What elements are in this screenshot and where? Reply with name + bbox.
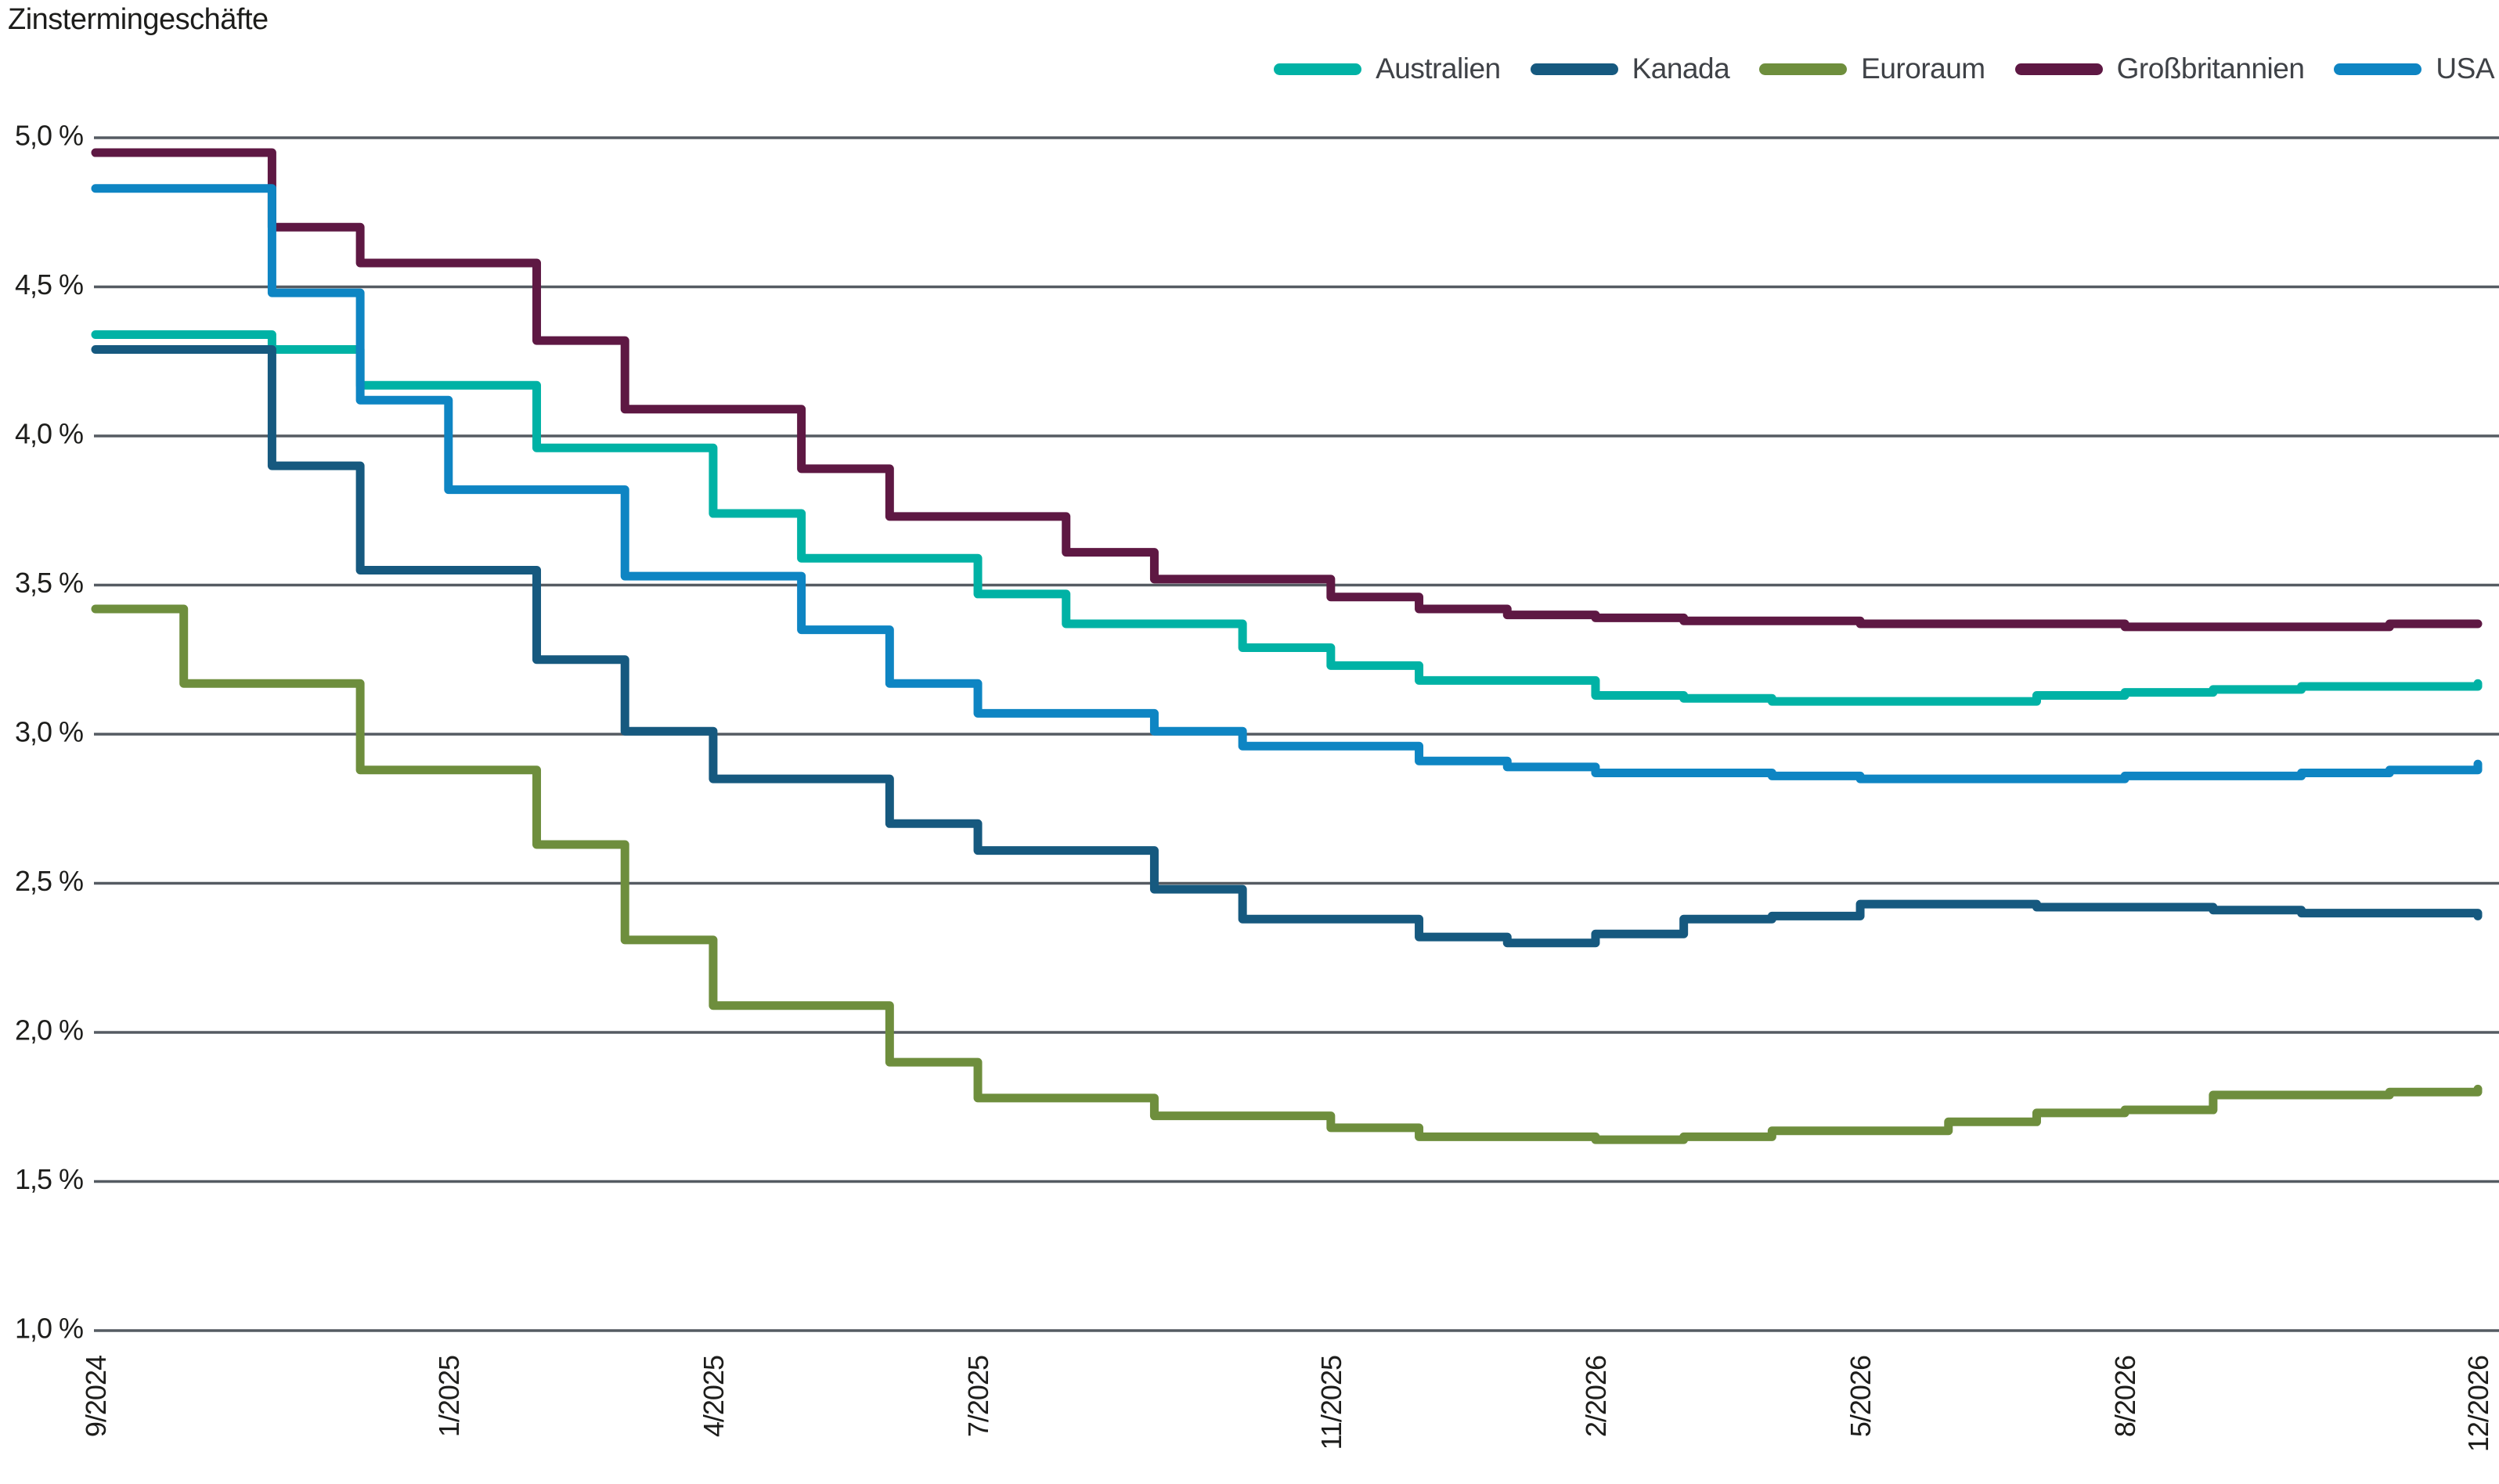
- legend-swatch-icon: [2334, 63, 2422, 75]
- series-line-USA: [91, 184, 2483, 783]
- x-axis-labels: 9/2024 1/2025 4/2025 7/2025 11/2025 2/2026 5/2…: [80, 1356, 2494, 1452]
- legend-item-Großbritannien: Großbritannien: [2014, 52, 2305, 85]
- legend-item-Kanada: Kanada: [1530, 52, 1730, 85]
- x-tick-label: 7/2025: [962, 1356, 994, 1437]
- x-tick-label: 2/2026: [1580, 1356, 1612, 1437]
- legend-swatch-icon: [1530, 63, 1618, 75]
- legend-label: Australien: [1376, 52, 1501, 85]
- legend-label: Euroraum: [1861, 52, 1985, 85]
- legend-label: USA: [2436, 52, 2494, 85]
- x-tick-label: 11/2025: [1315, 1356, 1347, 1450]
- x-tick-label: 12/2026: [2462, 1356, 2494, 1452]
- y-tick-label: 4,5 %: [15, 268, 83, 301]
- y-tick-label: 1,0 %: [15, 1313, 83, 1345]
- legend-swatch-icon: [1759, 63, 1848, 75]
- legend-item-Australien: Australien: [1274, 52, 1501, 85]
- series-line-Großbritannien: [91, 148, 2483, 632]
- series-lines: [91, 148, 2483, 1144]
- y-axis-labels: 5,0 % 4,5 % 4,0 % 3,5 % 3,0 % 2,5 % 2,0 % 1,5 %…: [15, 120, 84, 1345]
- legend-label: Großbritannien: [2116, 52, 2305, 85]
- x-tick-label: 5/2026: [1844, 1356, 1877, 1437]
- gridlines: [94, 136, 2499, 1332]
- chart-title: Zinstermingeschäfte: [8, 3, 269, 36]
- y-tick-label: 1,5 %: [15, 1163, 83, 1195]
- legend-swatch-icon: [2014, 63, 2103, 75]
- y-tick-label: 4,0 %: [15, 418, 83, 450]
- legend-swatch-icon: [1274, 63, 1362, 75]
- y-tick-label: 3,5 %: [15, 567, 83, 599]
- x-tick-label: 9/2024: [80, 1356, 112, 1437]
- y-tick-label: 3,0 %: [15, 716, 83, 748]
- series-line-Australien: [91, 330, 2483, 706]
- x-tick-label: 1/2025: [433, 1356, 465, 1437]
- x-tick-label: 4/2025: [698, 1356, 730, 1437]
- x-tick-label: 8/2026: [2109, 1356, 2141, 1437]
- y-tick-label: 2,5 %: [15, 865, 83, 897]
- y-tick-label: 2,0 %: [15, 1014, 83, 1046]
- legend-item-Euroraum: Euroraum: [1759, 52, 1985, 85]
- chart-legend: Australien Kanada Euroraum Großbritannien US…: [1274, 49, 2494, 89]
- series-line-Kanada: [91, 345, 2483, 948]
- series-line-Euroraum: [91, 604, 2483, 1144]
- legend-item-USA: USA: [2334, 52, 2494, 85]
- y-tick-label: 5,0 %: [15, 120, 83, 152]
- legend-label: Kanada: [1632, 52, 1730, 85]
